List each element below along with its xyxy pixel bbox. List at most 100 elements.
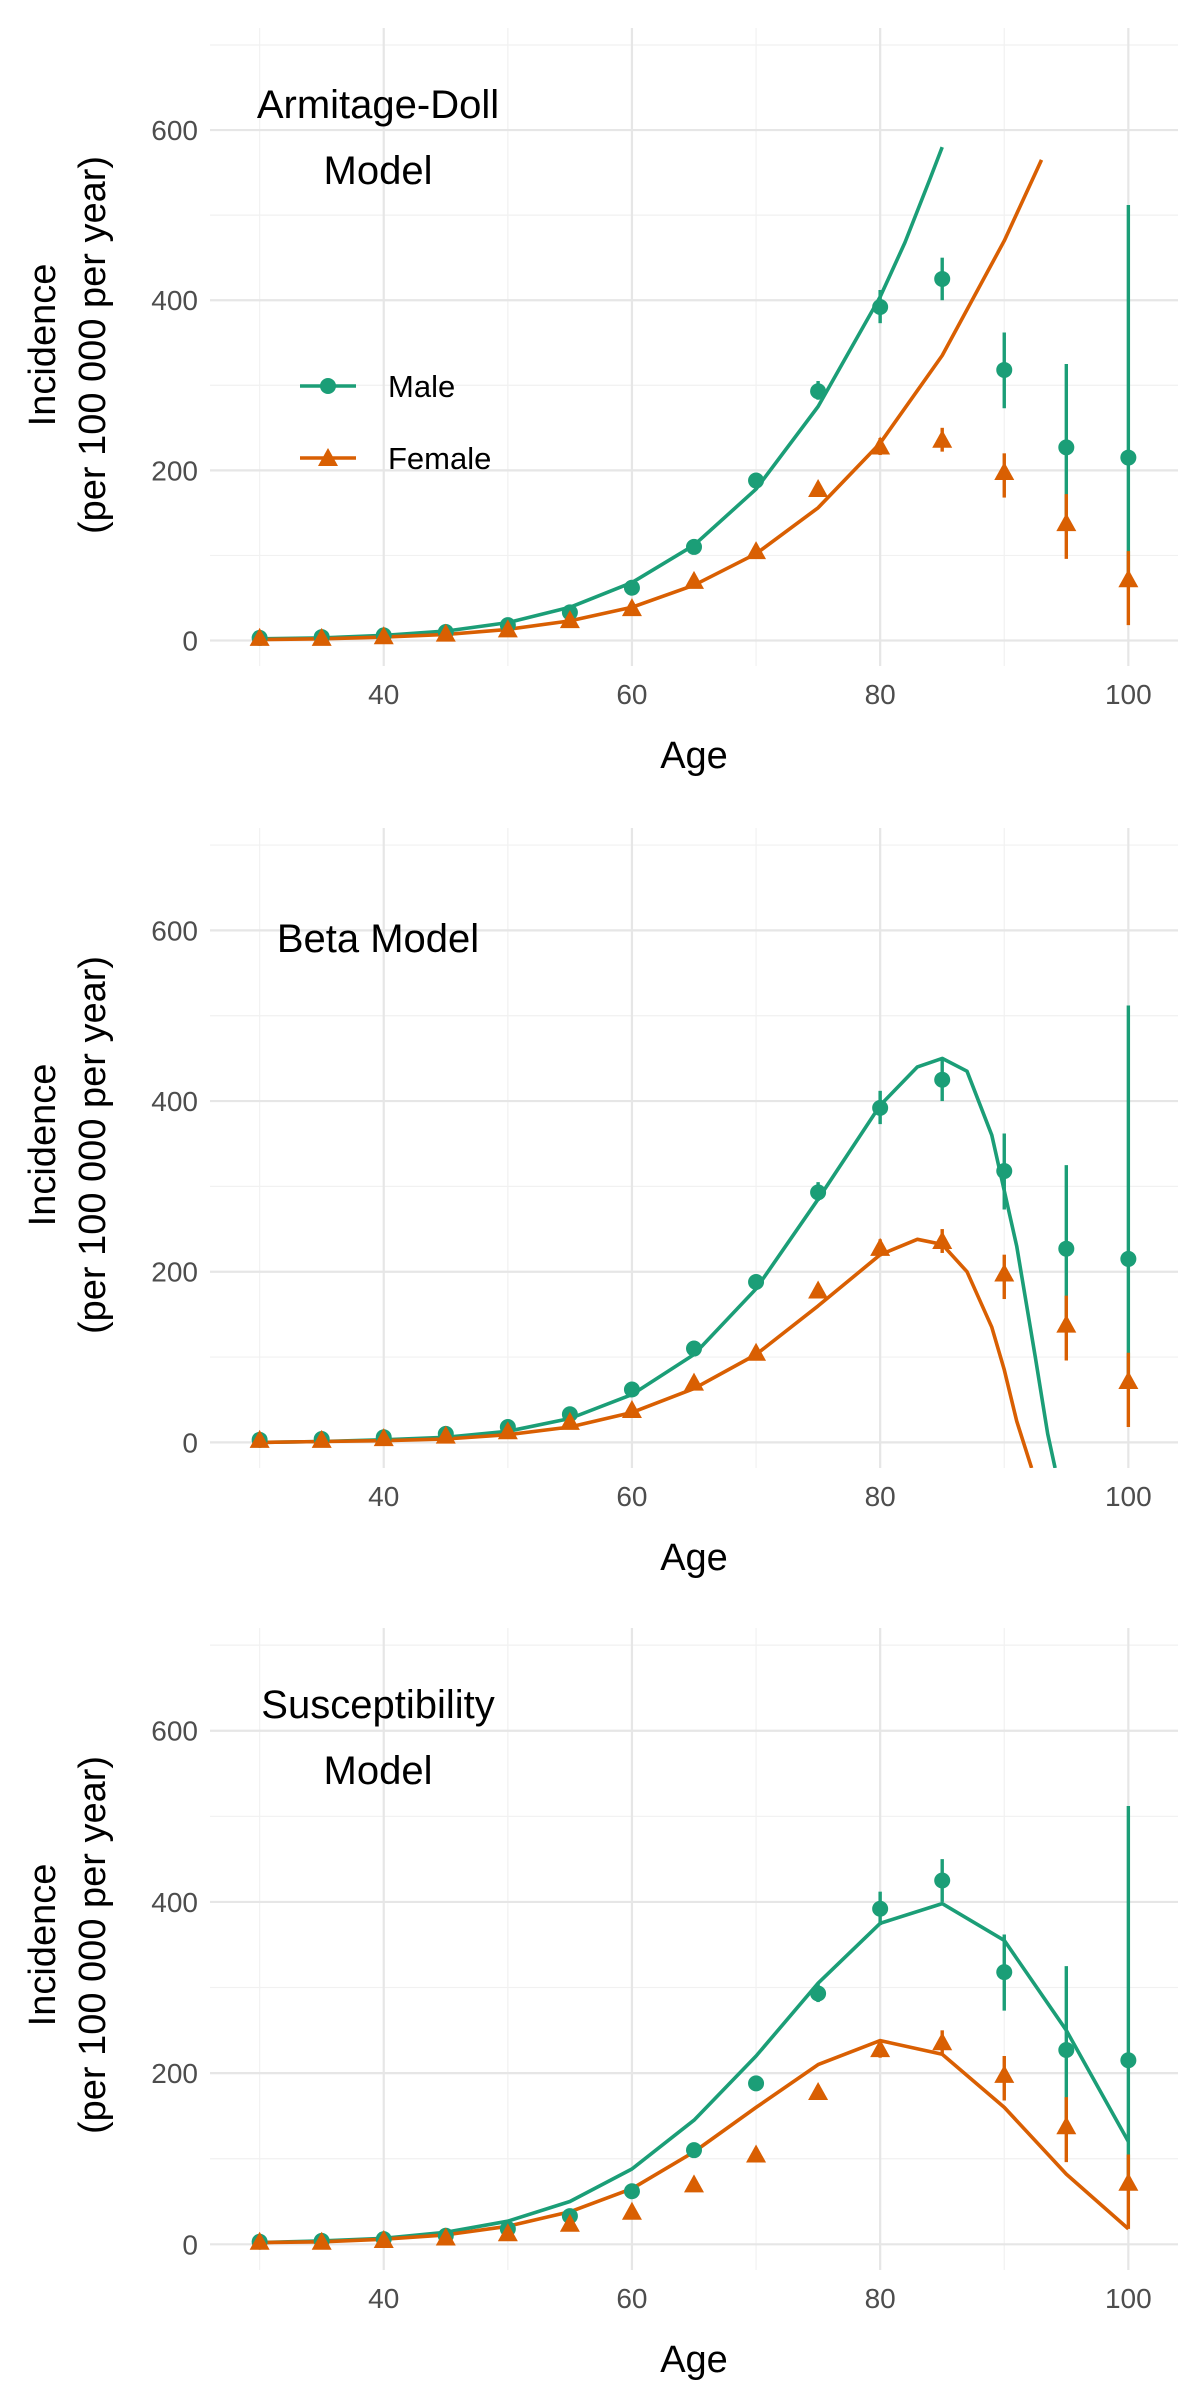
- panel-grid: [210, 1628, 1178, 2270]
- y-tick-label: 400: [151, 1887, 198, 1918]
- female-point: [994, 1263, 1015, 1282]
- female-point: [435, 2227, 456, 2246]
- male-point: [810, 1985, 827, 2002]
- female-point: [373, 1428, 394, 1447]
- panel-title-line-1: Susceptibility: [261, 1683, 494, 1727]
- female-point: [559, 610, 580, 629]
- y-tick-label: 200: [151, 455, 198, 486]
- female-point: [808, 479, 829, 498]
- y-tick-label: 600: [151, 1716, 198, 1747]
- male-point: [934, 1071, 951, 1088]
- y-tick-label: 200: [151, 2058, 198, 2089]
- male-point: [1120, 2052, 1137, 2069]
- female-point: [932, 2032, 953, 2051]
- x-tick-label: 40: [368, 679, 399, 710]
- female-point: [311, 1429, 332, 1448]
- x-tick-label: 60: [616, 2283, 647, 2314]
- female-point: [249, 2231, 270, 2250]
- female-point: [808, 1280, 829, 1299]
- male-point: [872, 1900, 889, 1917]
- female-point: [932, 1231, 953, 1250]
- panel-marks: [249, 1005, 1139, 1468]
- male-point: [686, 2142, 702, 2159]
- female-point: [684, 2174, 704, 2193]
- male-point: [934, 1872, 951, 1889]
- male-point: [996, 1163, 1013, 1180]
- x-tick-label: 60: [616, 1481, 647, 1512]
- panel-marks: [249, 1806, 1139, 2250]
- female-point: [435, 1425, 456, 1444]
- y-tick-label: 0: [182, 1427, 198, 1458]
- male-point: [1058, 1240, 1075, 1257]
- female-point: [932, 429, 953, 448]
- male-point: [996, 361, 1013, 378]
- female-point: [870, 2039, 891, 2058]
- female-point: [1118, 569, 1139, 588]
- female-point: [808, 2081, 829, 2100]
- female-point: [994, 2064, 1015, 2083]
- legend: Male Female: [300, 369, 491, 476]
- panel-title-line-1: Armitage-Doll: [257, 83, 499, 127]
- male-point: [686, 538, 702, 555]
- legend-male-label: Male: [388, 369, 455, 404]
- female-point: [435, 623, 456, 642]
- male-point: [1120, 449, 1137, 466]
- female-point: [684, 1372, 704, 1391]
- female-point: [746, 1342, 767, 1361]
- x-axis-title: Age: [660, 735, 728, 777]
- y-tick-label: 600: [151, 915, 198, 946]
- male-point: [748, 1273, 765, 1290]
- y-axis-title-line-2: (per 100 000 per year): [72, 1756, 114, 2134]
- female-point: [1056, 1314, 1077, 1333]
- female-point: [684, 570, 704, 589]
- y-axis-title-line-1: Incidence: [22, 1864, 64, 2027]
- panel-susceptibility: 40 60 80 100 0 200 400 600 Susceptibility Model…: [22, 1628, 1178, 2381]
- panel-grid: [210, 28, 1178, 666]
- y-tick-label: 0: [182, 2229, 198, 2260]
- female-point: [559, 2213, 580, 2232]
- female-point: [497, 1421, 518, 1440]
- female-point: [746, 541, 767, 560]
- male-point: [1058, 439, 1075, 456]
- female-fit-curve: [259, 159, 1044, 642]
- panel-beta: 40 60 80 100 0 200 400 600 Beta Model Age Incid…: [22, 828, 1178, 1579]
- male-point: [1058, 2042, 1075, 2059]
- panel-title-line-2: Model: [324, 1749, 433, 1793]
- female-point: [1056, 513, 1077, 532]
- male-point: [934, 270, 951, 287]
- x-tick-label: 80: [865, 679, 896, 710]
- female-point: [559, 1411, 580, 1430]
- y-tick-label: 400: [151, 285, 198, 316]
- male-point: [1120, 1250, 1137, 1267]
- panel-tick-labels: 40 60 80 100 0 200 400 600: [151, 115, 1151, 710]
- panel-marks: [249, 146, 1139, 646]
- x-axis-title: Age: [660, 2339, 728, 2381]
- x-tick-label: 60: [616, 679, 647, 710]
- panel-tick-labels: 40 60 80 100 0 200 400 600: [151, 1716, 1151, 2314]
- x-tick-label: 80: [865, 2283, 896, 2314]
- x-tick-label: 100: [1105, 679, 1152, 710]
- male-point: [748, 2075, 765, 2092]
- female-fit-curve: [259, 1237, 1034, 1468]
- male-point: [623, 1381, 640, 1398]
- female-point: [870, 1237, 891, 1256]
- legend-female-label: Female: [388, 441, 491, 476]
- male-fit-curve: [259, 146, 944, 641]
- y-axis-title-line-1: Incidence: [22, 1064, 64, 1227]
- y-axis-title-line-2: (per 100 000 per year): [72, 956, 114, 1334]
- male-point: [810, 383, 827, 400]
- y-tick-label: 200: [151, 1257, 198, 1288]
- male-point: [872, 1099, 889, 1116]
- female-point: [870, 436, 891, 455]
- male-point: [996, 1964, 1013, 1981]
- female-point: [249, 627, 270, 646]
- female-point: [311, 2231, 332, 2250]
- male-point: [686, 1340, 702, 1357]
- female-point: [311, 627, 332, 646]
- male-point: [810, 1184, 827, 1201]
- x-tick-label: 80: [865, 1481, 896, 1512]
- legend-female-marker: [318, 448, 338, 466]
- male-point: [872, 299, 889, 316]
- female-point: [621, 598, 642, 617]
